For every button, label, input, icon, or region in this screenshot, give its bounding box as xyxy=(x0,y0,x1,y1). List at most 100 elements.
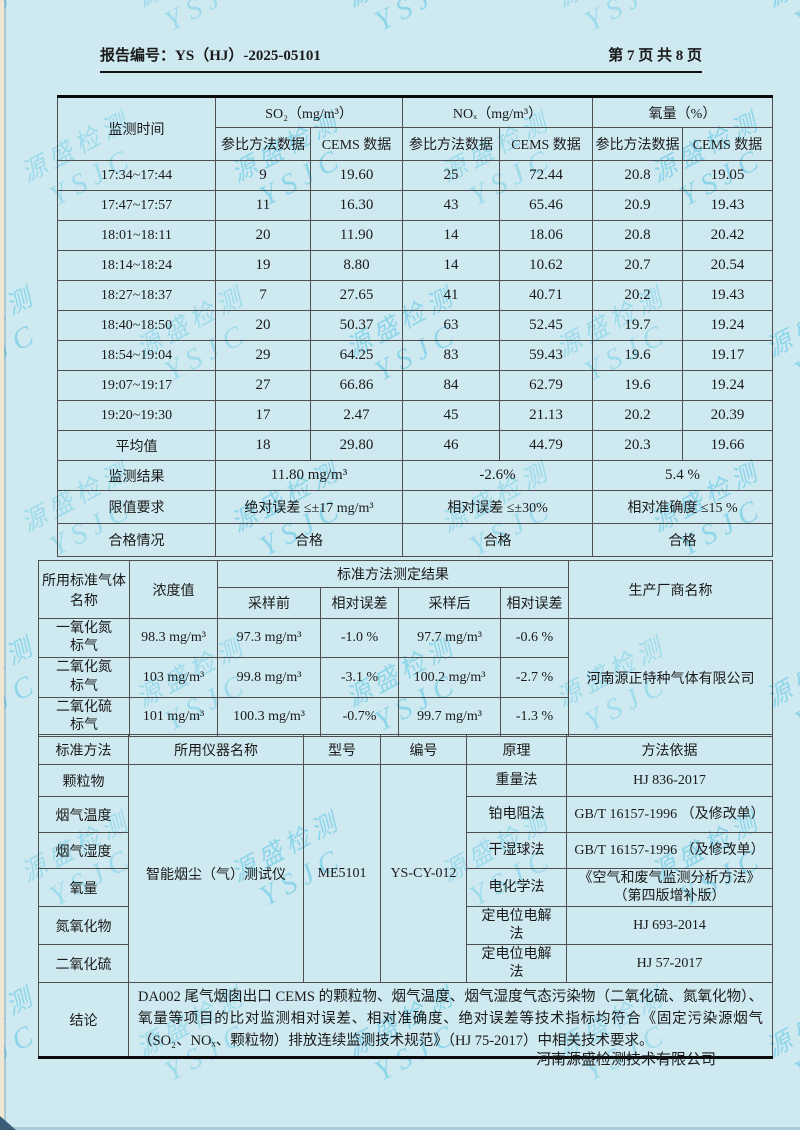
subheader-after: 采样后 xyxy=(398,587,501,619)
basis-cell: HJ 836-2017 xyxy=(566,764,773,797)
value-cell: 19.17 xyxy=(681,340,774,371)
subheader-rel-error-1: 相对误差 xyxy=(320,587,399,619)
value-cell: 62.79 xyxy=(499,370,593,401)
limit-row: 限值要求 绝对误差 ≤±17 mg/m³ 相对误差 ≤±30% 相对准确度 ≤1… xyxy=(57,490,774,524)
item-cell: 氧量 xyxy=(38,868,129,907)
value-cell: 41 xyxy=(402,280,500,311)
method-row: 颗粒物 智能烟尘（气）测试仪 ME5101 YS-CY-012 重量法 HJ 8… xyxy=(38,764,773,983)
value-cell: 25 xyxy=(402,160,500,191)
value-cell: 43 xyxy=(402,190,500,221)
value-cell: 21.13 xyxy=(499,400,593,431)
value-cell: 20 xyxy=(215,220,311,251)
table-row: 18:54~19:04 29 64.25 83 59.43 19.6 19.17 xyxy=(57,340,774,371)
instrument-cell: 智能烟尘（气）测试仪 xyxy=(128,764,304,983)
table-row: 17:34~17:44 9 19.60 25 72.44 20.8 19.05 xyxy=(57,160,774,191)
page-header: 报告编号：YS（HJ）-2025-05101 第 7 页 共 8 页 xyxy=(100,44,702,65)
group-header-nox: NOₓ（mg/m³） xyxy=(402,96,593,128)
conc-cell: 103 mg/m³ xyxy=(129,657,218,698)
value-cell: 65.46 xyxy=(499,190,593,221)
value-cell: 19.6 xyxy=(592,340,683,371)
value-cell: 19 xyxy=(215,250,311,281)
err-cell: -0.7% xyxy=(320,696,399,738)
value-cell: 20.8 xyxy=(592,160,683,191)
model-cell: ME5101 xyxy=(303,764,381,983)
group-header-o2: 氧量（%） xyxy=(591,96,774,128)
limit-nox: 相对误差 ≤±30% xyxy=(402,490,593,524)
table-row: 平均值 18 29.80 46 44.79 20.3 19.66 xyxy=(57,430,774,461)
value-cell: 72.44 xyxy=(499,160,593,191)
time-cell: 17:47~17:57 xyxy=(57,190,216,221)
value-cell: 2.47 xyxy=(310,400,403,431)
value-cell: 20.8 xyxy=(592,220,683,251)
col-header-instrument: 所用仪器名称 xyxy=(128,734,304,765)
method-row: 二氧化硫 定电位电解法 HJ 57-2017 xyxy=(38,944,773,983)
value-cell: 63 xyxy=(402,310,500,341)
before-cell: 100.3 mg/m³ xyxy=(217,696,321,738)
serial-cell: YS-CY-012 xyxy=(380,764,467,983)
value-cell: 52.45 xyxy=(499,310,593,341)
subheader-before: 采样前 xyxy=(217,587,321,619)
value-cell: 19.66 xyxy=(681,430,774,461)
row-label: 合格情况 xyxy=(57,523,216,557)
limit-o2: 相对准确度 ≤15 % xyxy=(591,490,774,524)
table-row: 18:40~18:50 20 50.37 63 52.45 19.7 19.24 xyxy=(57,310,774,341)
standard-gas-table: 所用标准气体名称 浓度值 标准方法测定结果 生产厂商名称 采样前 相对误差 采样… xyxy=(38,560,773,738)
value-cell: 19.24 xyxy=(681,310,774,341)
result-nox: -2.6% xyxy=(402,460,593,491)
after-cell: 100.2 mg/m³ xyxy=(398,657,501,698)
table-row: 18:01~18:11 20 11.90 14 18.06 20.8 20.42 xyxy=(57,220,774,251)
after-cell: 97.7 mg/m³ xyxy=(398,617,501,659)
gas-row: 一氧化氮标气 98.3 mg/m³ 97.3 mg/m³ -1.0 % 97.7… xyxy=(38,617,773,738)
value-cell: 19.60 xyxy=(310,160,403,191)
conclusion-label: 结论 xyxy=(38,981,129,1059)
method-instrument-table: 标准方法 所用仪器名称 型号 编号 原理 方法依据 颗粒物 智能烟尘（气）测试仪… xyxy=(38,734,773,1060)
table-row: 19:20~19:30 17 2.47 45 21.13 20.2 20.39 xyxy=(57,400,774,431)
manufacturer-cell: 河南源正特种气体有限公司 xyxy=(568,617,773,738)
time-cell: 19:20~19:30 xyxy=(57,400,216,431)
value-cell: 20.54 xyxy=(681,250,774,281)
group-header-so2: SO₂（mg/m³） xyxy=(215,96,403,128)
principle-cell: 定电位电解法 xyxy=(466,944,567,983)
time-cell: 18:14~18:24 xyxy=(57,250,216,281)
value-cell: 19.43 xyxy=(681,190,774,221)
report-number: 报告编号：YS（HJ）-2025-05101 xyxy=(100,44,321,65)
err-cell: -3.1 % xyxy=(320,657,399,698)
header-divider xyxy=(100,71,702,73)
value-cell: 46 xyxy=(402,430,500,461)
row-label: 监测结果 xyxy=(57,460,216,491)
value-cell: 14 xyxy=(402,250,500,281)
conclusion-text: DA002 尾气烟囱出口 CEMS 的颗粒物、烟气温度、烟气湿度气态污染物（二氧… xyxy=(128,981,773,1059)
col-header-serial: 编号 xyxy=(380,734,467,765)
row-label: 限值要求 xyxy=(57,490,216,524)
principle-cell: 定电位电解法 xyxy=(466,906,567,945)
result-so2: 11.80 mg/m³ xyxy=(215,460,403,491)
col-header-method: 标准方法 xyxy=(38,734,129,765)
conclusion-row: 结论 DA002 尾气烟囱出口 CEMS 的颗粒物、烟气温度、烟气湿度气态污染物… xyxy=(38,981,773,1059)
before-cell: 97.3 mg/m³ xyxy=(217,617,321,659)
value-cell: 27 xyxy=(215,370,311,401)
col-header-manufacturer: 生产厂商名称 xyxy=(568,560,773,619)
subheader-o2-ref: 参比方法数据 xyxy=(592,127,683,161)
subheader-so2-ref: 参比方法数据 xyxy=(215,127,311,161)
err-cell: -1.3 % xyxy=(500,696,569,738)
scan-edge-bottom xyxy=(0,1127,800,1130)
err-cell: -1.0 % xyxy=(320,617,399,659)
value-cell: 20.3 xyxy=(592,430,683,461)
value-cell: 18.06 xyxy=(499,220,593,251)
err-cell: -2.7 % xyxy=(500,657,569,698)
basis-cell: HJ 693-2014 xyxy=(566,906,773,945)
value-cell: 83 xyxy=(402,340,500,371)
basis-cell: 《空气和废气监测分析方法》 （第四版增补版） xyxy=(566,868,773,907)
page-indicator: 第 7 页 共 8 页 xyxy=(608,48,702,64)
value-cell: 19.05 xyxy=(681,160,774,191)
gas-name-cell: 二氧化硫标气 xyxy=(38,696,130,738)
subheader-nox-ref: 参比方法数据 xyxy=(402,127,500,161)
value-cell: 20.7 xyxy=(592,250,683,281)
scan-edge-left xyxy=(0,0,4,1130)
value-cell: 45 xyxy=(402,400,500,431)
